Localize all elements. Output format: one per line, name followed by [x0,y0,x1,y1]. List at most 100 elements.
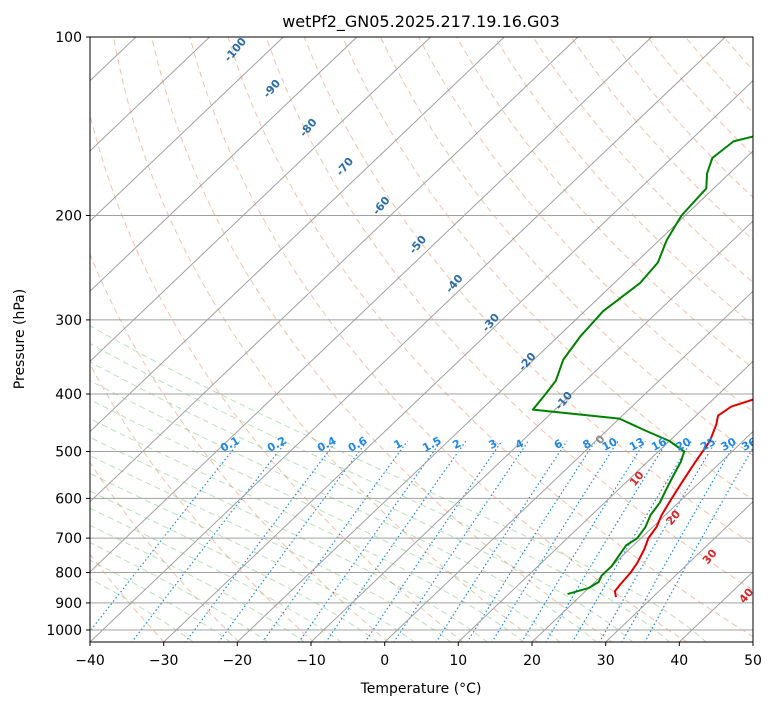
mixing-ratio-line [521,440,646,642]
x-tick-label: 10 [449,653,467,669]
mixing-ratio-line [571,440,692,642]
mixing-ratio-line [325,440,467,642]
isotherm [90,37,579,503]
isotherm [457,360,753,642]
dry-adiabat [532,37,753,283]
mixing-ratio-line [218,440,368,642]
x-tick-label: −10 [296,653,326,669]
y-tick-label: 400 [55,387,82,403]
x-tick-label: −40 [75,653,105,669]
y-tick-label: 700 [55,531,82,547]
dry-adiabat [494,37,753,326]
moist-adiabat [90,490,379,642]
x-tick-label: 50 [744,653,762,669]
mixing-ratio-line [393,440,529,642]
x-tick-label: 30 [597,653,615,669]
x-axis-label: Temperature (°C) [360,681,482,697]
adiabat-label: -20 [516,350,539,374]
isotherm [163,80,753,642]
mixing-ratio-label: 13 [627,435,647,454]
dry-adiabat [341,37,753,501]
dry-adiabat [762,37,775,643]
y-tick-label: 300 [55,313,82,329]
mixing-ratio-label: 6 [552,437,565,452]
isotherm [90,37,210,152]
moist-adiabat [90,436,488,642]
temperature-profile-line [613,398,753,598]
mixing-ratio-line [644,446,753,642]
mixing-ratio-line [621,440,737,642]
dry-adiabat [723,37,753,71]
y-tick-label: 100 [55,30,82,46]
adiabat-label: -90 [260,77,283,101]
dry-adiabat [90,363,315,642]
mixing-ratio-line [364,440,503,642]
moist-adiabat [90,472,416,642]
isotherm [605,501,753,642]
y-tick-label: 500 [55,445,82,461]
mixing-ratio-line [261,440,409,642]
mixing-ratio-label: 36 [739,435,759,454]
mixing-ratio-line [491,440,619,642]
dry-adiabat [265,37,753,591]
moist-adiabat [90,380,598,642]
isotherm [236,150,753,642]
y-tick-label: 600 [55,491,82,507]
dry-adiabat [418,37,753,413]
adiabat-label: -40 [443,272,466,296]
mixing-ratio-label: 10 [600,435,620,454]
mixing-ratio-label: 25 [698,435,718,454]
isotherm [752,641,753,642]
isotherm [90,37,284,222]
isotherm [90,37,505,433]
isotherm [310,220,753,642]
y-tick-label: 200 [55,209,82,225]
y-tick-label: 800 [55,566,82,582]
moist-adiabat [90,541,269,642]
dry-adiabat [570,37,753,241]
isotherm [384,290,753,642]
dry-adiabat [608,37,753,199]
x-tick-label: 40 [670,653,688,669]
mixing-ratio-label: 2 [450,437,463,452]
chart-title: wetPf2_GN05.2025.217.19.16.G03 [282,12,560,32]
mixing-ratio-label: 30 [719,435,739,454]
plot-frame [89,36,754,643]
moist-adiabat [90,399,561,642]
adiabat-label: -60 [370,194,393,218]
dry-adiabat [303,37,753,546]
dry-adiabat [90,112,464,642]
y-tick-label: 1000 [46,623,82,639]
mixing-ratio-label: 1 [392,437,405,452]
mixing-ratio-line [545,440,668,642]
adiabat-label: -30 [479,311,502,335]
adiabat-label: 10 [627,468,647,488]
isotherm [678,571,753,642]
moist-adiabat [90,578,195,642]
dry-adiabat [685,37,753,114]
dewpoint-profile-line [531,135,753,596]
x-tick-label: 20 [523,653,541,669]
dry-adiabat [151,37,613,642]
mixing-ratio-label: 16 [649,435,669,454]
dry-adiabat [90,461,240,642]
moist-adiabat [90,342,670,642]
mixing-ratio-line [435,440,568,642]
isotherm [531,430,753,642]
x-tick-label: −30 [149,653,179,669]
dry-adiabat [189,37,688,642]
x-tick-label: 0 [380,653,389,669]
x-tick-label: −20 [223,653,253,669]
moist-adiabat [90,325,707,642]
isotherm [90,37,726,642]
mixing-ratio-label: 20 [674,435,694,454]
isotherm [0,37,62,643]
y-tick-label: 900 [55,596,82,612]
isotherm [90,37,652,573]
adiabat-label: -50 [406,233,429,257]
moist-adiabat [90,361,634,642]
mixing-ratio-line [598,440,717,642]
moist-adiabat [90,455,452,642]
mixing-ratio-line [90,440,241,633]
